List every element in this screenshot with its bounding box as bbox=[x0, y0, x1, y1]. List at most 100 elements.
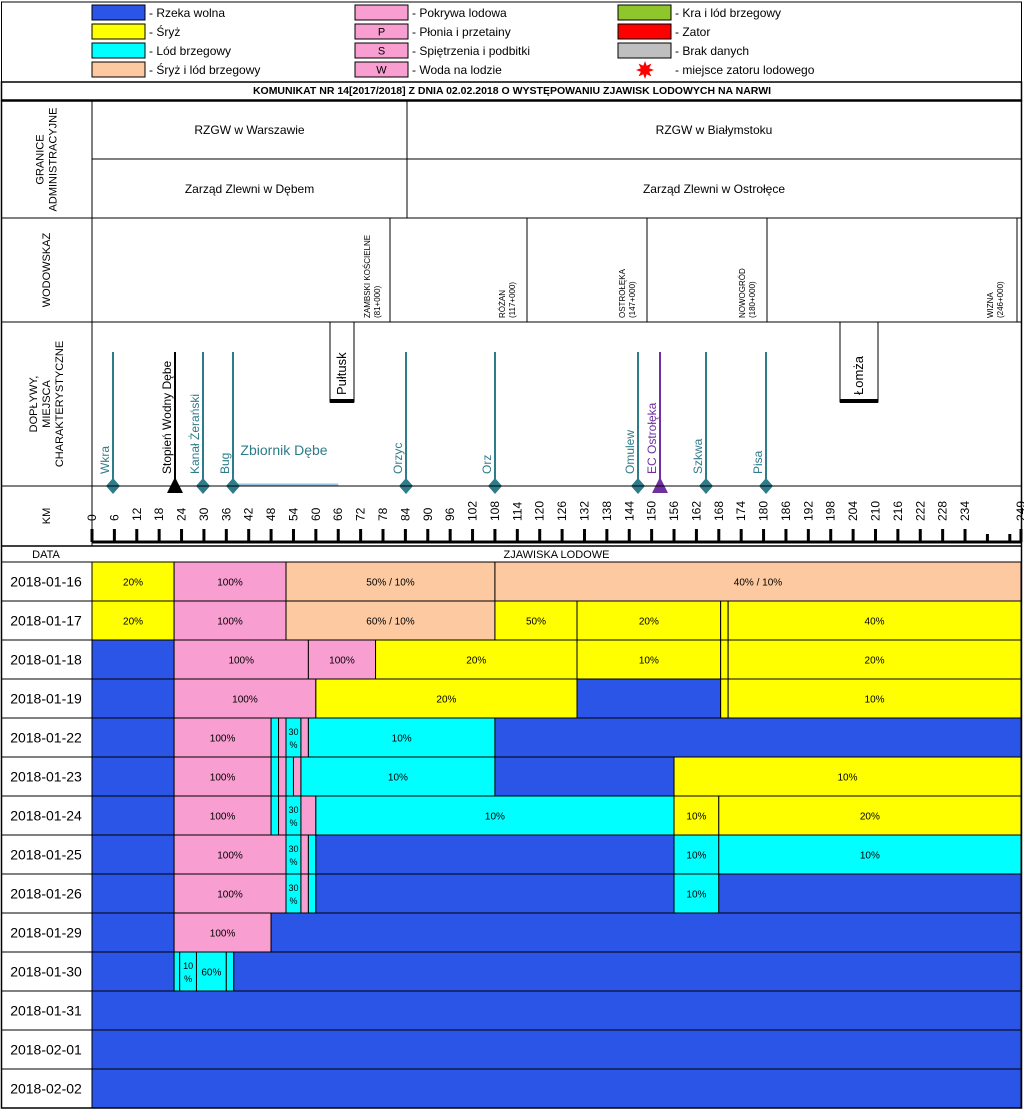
row-date: 2018-01-16 bbox=[10, 574, 82, 590]
segment-label: 10% bbox=[686, 890, 706, 901]
segment-label: 20% bbox=[466, 656, 486, 667]
segment-label: % bbox=[289, 896, 297, 906]
label-doplywy: DOPŁYWY, MIEJSCA CHARAKTERYSTYCZNE bbox=[28, 341, 66, 467]
axis-tick-label: 174 bbox=[734, 501, 748, 521]
ice-row: 2018-01-29 100% bbox=[10, 912, 1022, 953]
row-date: 2018-01-22 bbox=[10, 730, 82, 746]
legend-symbol-plonia: P bbox=[378, 27, 385, 39]
segment-wolna bbox=[91, 678, 175, 719]
tributary-label: Orzyc bbox=[391, 443, 405, 474]
tributary-label: Stopień Wodny Dębe bbox=[160, 360, 174, 474]
segment-label: % bbox=[184, 974, 192, 984]
rzgw-bialystok: RZGW w Białymstoku bbox=[656, 123, 773, 137]
segment-lodb bbox=[285, 795, 302, 836]
legend-label-miejsce: - miejsce zatoru lodowego bbox=[675, 63, 815, 77]
segment-lodb bbox=[307, 873, 317, 914]
ice-row: 2018-01-31 bbox=[10, 990, 1022, 1031]
segment-label: 100% bbox=[217, 890, 243, 901]
axis-label-group: 168 bbox=[712, 501, 726, 521]
segment-label: 20% bbox=[123, 578, 143, 589]
axis-tick-label: 18 bbox=[152, 507, 166, 521]
segment-pokrywa bbox=[173, 873, 287, 914]
reservoir-label: Zbiornik Dębe bbox=[240, 442, 327, 458]
segment-lodb bbox=[300, 756, 496, 797]
axis-tick-label: 126 bbox=[555, 501, 569, 521]
axis-label-group: 66 bbox=[331, 507, 345, 521]
tributaries: Zbiornik Dębe Wkra Stopień Wodny Dębe Kanał… bbox=[98, 321, 879, 494]
segment-label: 10% bbox=[388, 773, 408, 784]
segment-sryz bbox=[727, 639, 1022, 680]
axis-label-group: 192 bbox=[801, 501, 815, 521]
gauge-name: NOWOGRÓD bbox=[738, 268, 747, 318]
legend-symbol-woda: W bbox=[376, 65, 387, 77]
segment-label: 100% bbox=[210, 929, 236, 940]
segment-wolna bbox=[270, 912, 1022, 953]
legend-swatch-lodb bbox=[91, 42, 146, 59]
segment-wolna bbox=[315, 834, 675, 875]
segment-label: 100% bbox=[217, 578, 243, 589]
row-date: 2018-02-01 bbox=[10, 1042, 82, 1058]
tributary-label: Bug bbox=[218, 453, 232, 474]
segment-lodb bbox=[307, 717, 496, 758]
axis-label-group: 30 bbox=[197, 507, 211, 521]
row-labels: GRANICE ADMINISTRACYJNE WODOWSKAZ DOPŁYWY, M… bbox=[28, 108, 66, 525]
legend-swatch-plonia bbox=[354, 23, 409, 40]
axis-label-group: 138 bbox=[600, 501, 614, 521]
axis-tick-label: 90 bbox=[421, 507, 435, 521]
axis-label-group: 102 bbox=[466, 501, 480, 521]
row-date: 2018-01-17 bbox=[10, 613, 82, 629]
gauge-km: (147+000) bbox=[628, 281, 637, 318]
legend-swatch-zator bbox=[617, 23, 672, 40]
axis-tick-label: 192 bbox=[801, 501, 815, 521]
tributary-label: Orz bbox=[480, 455, 494, 474]
segment-label: % bbox=[289, 740, 297, 750]
main-frame bbox=[0, 100, 1023, 1109]
segment-wolna bbox=[315, 873, 675, 914]
segment-pokrywa bbox=[173, 678, 317, 719]
segment-label: 10% bbox=[686, 851, 706, 862]
segment-sryz bbox=[727, 600, 1022, 641]
row-date: 2018-01-25 bbox=[10, 847, 82, 863]
town-lomza: Łomża bbox=[851, 355, 866, 395]
segment-label: 10% bbox=[838, 773, 858, 784]
tributary-szkwa: Szkwa bbox=[691, 438, 705, 474]
axis-tick-label: 96 bbox=[443, 507, 457, 521]
row-date: 2018-01-24 bbox=[10, 808, 82, 824]
axis-label-group: 6 bbox=[107, 514, 121, 521]
axis-tick-label: 12 bbox=[130, 507, 144, 521]
axis-tick-label: 156 bbox=[667, 501, 681, 521]
segment-label: 10% bbox=[485, 812, 505, 823]
axis-label-group: 78 bbox=[376, 507, 390, 521]
row-date: 2018-01-18 bbox=[10, 652, 82, 668]
legend-swatch-kra bbox=[617, 4, 672, 21]
ice-row: 2018-01-19 100% 20% 10% bbox=[10, 678, 1022, 719]
axis-label-group: 222 bbox=[913, 501, 927, 521]
legend-label-brak: - Brak danych bbox=[675, 44, 749, 58]
axis-label-group: 24 bbox=[175, 507, 189, 521]
gauge-name: RÓŻAN bbox=[498, 290, 507, 318]
axis-tick-label: 138 bbox=[600, 501, 614, 521]
segment-lodb bbox=[315, 795, 675, 836]
axis-label-group: 186 bbox=[779, 501, 793, 521]
header: KOMUNIKAT NR 14[2017/2018] Z DNIA 02.02.… bbox=[0, 81, 1023, 101]
tributary-wkra: Wkra bbox=[98, 446, 112, 474]
segment-label: 40% bbox=[865, 617, 885, 628]
gauge-name: ZAMBSKI KOŚCIELNE bbox=[363, 235, 372, 318]
legend-label-zator: - Zator bbox=[675, 25, 710, 39]
triangle-marker-icon bbox=[167, 477, 183, 493]
axis-label-group: 132 bbox=[577, 501, 591, 521]
legend-label-plonia: - Płonia i przetainy bbox=[412, 25, 511, 39]
segment-lodb bbox=[173, 951, 181, 992]
segment-wolna bbox=[576, 678, 722, 719]
axis-label-group: 96 bbox=[443, 507, 457, 521]
gauge-name: OSTROŁĘKA bbox=[618, 268, 627, 318]
axis-label-group: 54 bbox=[286, 507, 300, 521]
legend: - Rzeka wolna - Śryż - Lód brzegowy - Śryż … bbox=[1, 1, 1022, 83]
admin-boundaries: RZGW w Warszawie RZGW w Białymstoku Zarząd… bbox=[92, 101, 1021, 218]
segment-wolna bbox=[91, 756, 175, 797]
row-label-granice-1: ADMINISTRACYJNE bbox=[48, 108, 60, 212]
axis-tick-label: 102 bbox=[466, 501, 480, 521]
segment-sryz bbox=[720, 639, 729, 680]
axis-tick-label: 204 bbox=[846, 501, 860, 521]
